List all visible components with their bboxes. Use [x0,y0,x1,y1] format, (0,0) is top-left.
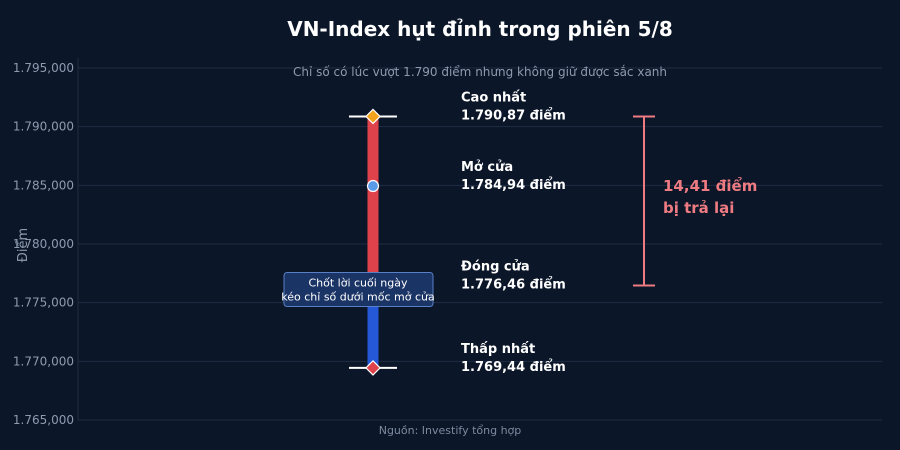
low-label-name: Thấp nhất [461,342,535,357]
high-label-name: Cao nhất [461,90,526,105]
close-label-value: 1.776,46 điểm [461,277,566,293]
y-tick-label: 1.790,000 [13,120,74,134]
annotation-line-2: kéo chỉ số dưới mốc mở cửa [281,291,434,304]
y-axis-label: Điểm [16,228,31,262]
open-marker [366,179,380,193]
giveback-label-line-2: bị trả lại [663,199,734,217]
grid-lines [77,58,882,421]
high-marker [365,108,381,125]
lower-range-segment [367,285,379,368]
close-label-name: Đóng cửa [461,260,530,275]
annotation-line-1: Chốt lời cuối ngày [308,277,408,290]
source-note: Nguồn: Investify tổng hợp [379,424,522,437]
y-tick-label: 1.780,000 [13,237,74,251]
y-tick-label: 1.795,000 [13,61,74,75]
y-tick-label: 1.770,000 [13,354,74,368]
y-tick-label: 1.775,000 [13,296,74,310]
y-tick-label: 1.765,000 [13,413,74,427]
chart-title: VN-Index hụt đỉnh trong phiên 5/8 [287,17,673,41]
y-tick-label: 1.785,000 [13,178,74,192]
chart-subtitle: Chỉ số có lúc vượt 1.790 điểm nhưng khôn… [293,65,667,79]
annotation-box [283,272,434,308]
upper-range-segment [367,116,379,286]
high-label-value: 1.790,87 điểm [461,107,566,123]
giveback-label-line-1: 14,41 điểm [663,176,757,195]
open-label-value: 1.784,94 điểm [461,177,566,193]
low-marker [365,359,381,376]
open-label-name: Mở cửa [461,160,513,175]
y-axis-ticks: 1.765,000 1.770,000 1.775,000 1.780,000 1.78… [13,61,74,427]
low-label-value: 1.769,44 điểm [461,359,566,375]
